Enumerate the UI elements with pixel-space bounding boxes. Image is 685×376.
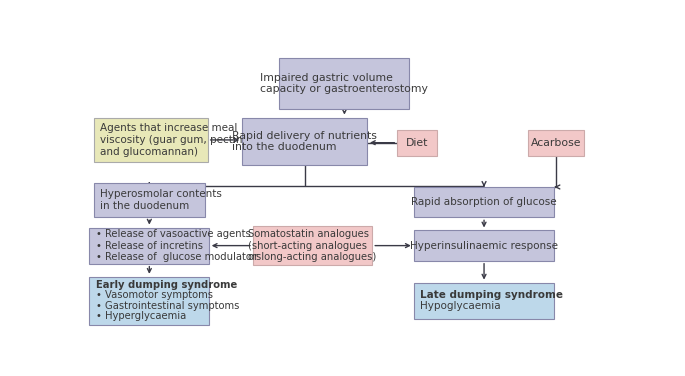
FancyBboxPatch shape — [89, 277, 209, 324]
Text: • Hyperglycaemia: • Hyperglycaemia — [96, 311, 186, 321]
FancyBboxPatch shape — [279, 58, 410, 109]
Text: Rapid delivery of nutrients
into the duodenum: Rapid delivery of nutrients into the duo… — [232, 130, 377, 152]
Text: Late dumping syndrome: Late dumping syndrome — [420, 290, 563, 300]
FancyBboxPatch shape — [242, 117, 367, 165]
Text: Early dumping syndrome: Early dumping syndrome — [96, 280, 237, 290]
Text: • Gastrointestinal symptoms: • Gastrointestinal symptoms — [96, 301, 239, 311]
Text: Hyperinsulinaemic response: Hyperinsulinaemic response — [410, 241, 558, 251]
FancyBboxPatch shape — [94, 117, 208, 162]
FancyBboxPatch shape — [414, 230, 554, 261]
Text: • Vasomotor symptoms: • Vasomotor symptoms — [96, 290, 213, 300]
FancyBboxPatch shape — [397, 130, 437, 156]
Text: Rapid absorption of glucose: Rapid absorption of glucose — [411, 197, 557, 207]
Text: Hypoglycaemia: Hypoglycaemia — [420, 301, 501, 311]
Text: Acarbose: Acarbose — [530, 138, 581, 148]
Text: Diet: Diet — [406, 138, 428, 148]
Text: Somatostatin analogues
(short-acting analogues
or long-acting analogues): Somatostatin analogues (short-acting ana… — [249, 229, 377, 262]
Text: Agents that increase meal
viscosity (guar gum, pectin
and glucomannan): Agents that increase meal viscosity (gua… — [100, 123, 242, 156]
FancyBboxPatch shape — [528, 130, 584, 156]
Text: Impaired gastric volume
capacity or gastroenterostomy: Impaired gastric volume capacity or gast… — [260, 73, 428, 94]
Text: • Release of vasoactive agents
• Release of incretins
• Release of  glucose modu: • Release of vasoactive agents • Release… — [96, 229, 261, 262]
FancyBboxPatch shape — [253, 226, 373, 265]
FancyBboxPatch shape — [414, 282, 554, 319]
Text: Hyperosmolar contents
in the duodenum: Hyperosmolar contents in the duodenum — [100, 189, 222, 211]
FancyBboxPatch shape — [414, 187, 554, 217]
FancyBboxPatch shape — [94, 183, 205, 217]
FancyBboxPatch shape — [89, 227, 209, 264]
